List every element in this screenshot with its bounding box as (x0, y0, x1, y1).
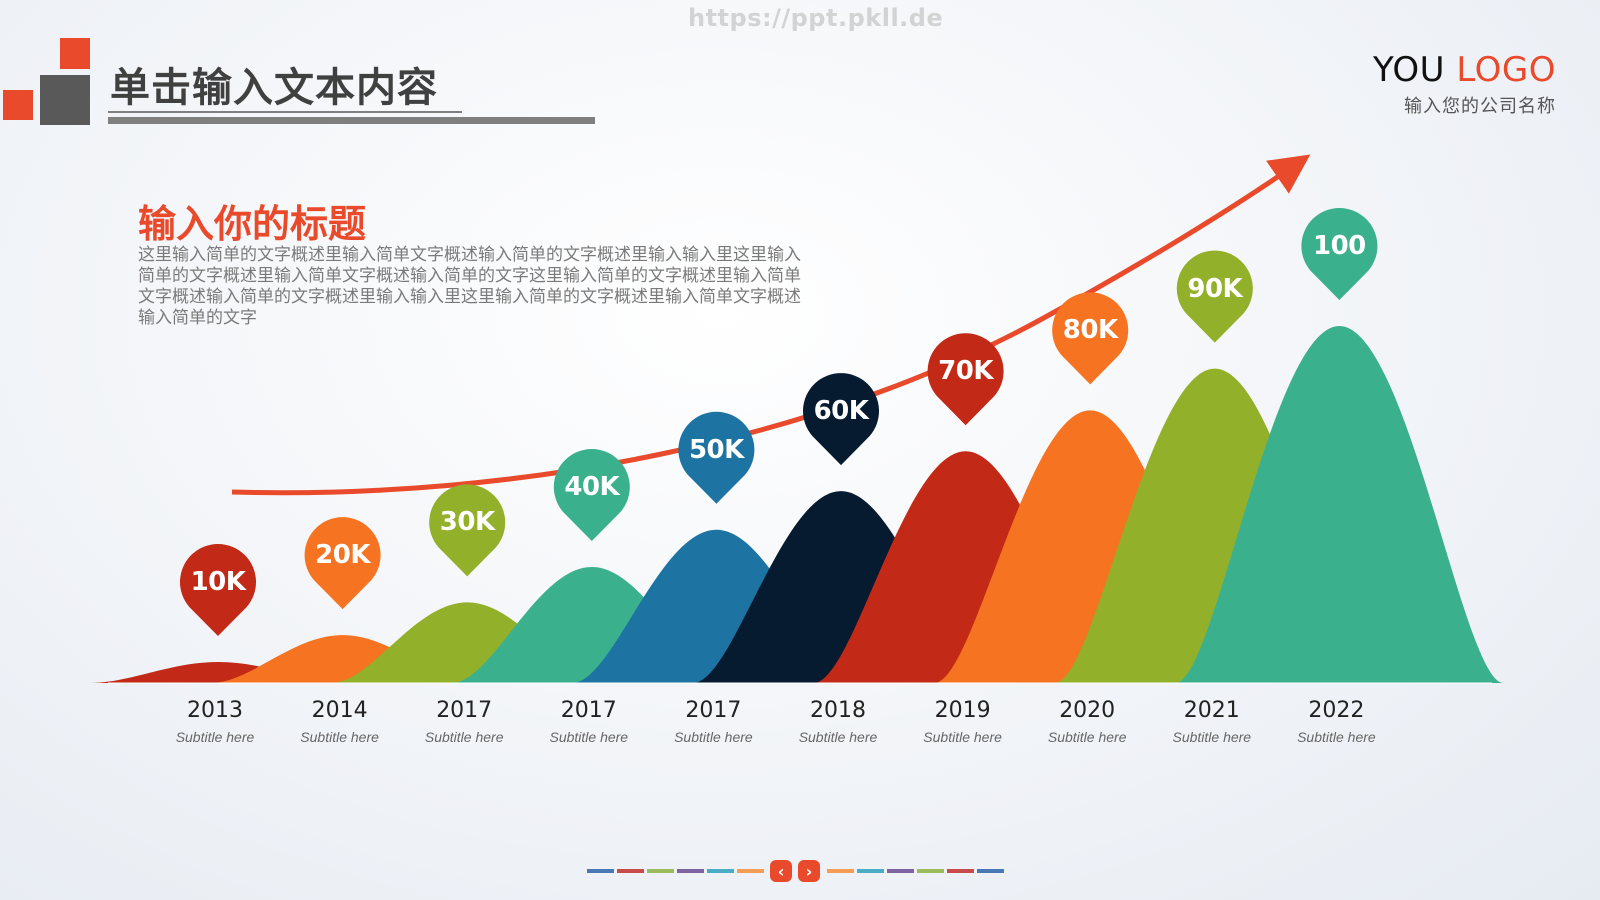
year-label: 2022 (1308, 698, 1365, 723)
pager-dash (947, 869, 974, 873)
subtitle-label: Subtitle here (798, 729, 878, 745)
pin-value-label: 60K (813, 396, 869, 427)
section-description: 这里输入简单的文字概述里输入简单文字概述输入简单的文字概述里输入输入里这里输入简… (138, 245, 801, 327)
slide-pager: ‹ › (587, 858, 1007, 884)
company-name: 输入您的公司名称 (1404, 96, 1556, 116)
logo-text: YOU LOGO (1373, 50, 1556, 90)
pin-value-label: 50K (688, 434, 744, 465)
logo-accent: LOGO (1456, 50, 1556, 90)
title-underline-thick (108, 117, 595, 124)
year-label: 2021 (1183, 698, 1240, 723)
year-label: 2020 (1059, 698, 1116, 723)
subtitle-label: Subtitle here (1047, 729, 1127, 745)
x-axis-label: 2017 Subtitle here (643, 698, 783, 745)
pager-dash (977, 869, 1004, 873)
x-axis-label: 2020 Subtitle here (1017, 698, 1157, 745)
pin-value-label: 80K (1062, 315, 1118, 346)
x-axis-label: 2022 Subtitle here (1266, 698, 1406, 745)
x-axis-label: 2014 Subtitle here (270, 698, 410, 745)
pin-value-label: 20K (315, 540, 371, 571)
subtitle-label: Subtitle here (1172, 729, 1252, 745)
pin-value-label: 40K (564, 472, 620, 503)
watermark-url: https://ppt.pkll.de (688, 4, 944, 32)
chart-value-pins (180, 208, 1378, 636)
pager-dashes-right (827, 869, 1007, 873)
pin-value-label: 10K (190, 567, 246, 597)
x-axis-label: 2018 Subtitle here (768, 698, 908, 745)
pin-value-label: 30K (439, 507, 495, 538)
year-label: 2014 (311, 698, 368, 723)
x-axis-label: 2017 Subtitle here (394, 698, 534, 745)
trend-arrow (231, 154, 1311, 496)
x-axis-label: 2021 Subtitle here (1142, 698, 1282, 745)
prev-slide-button[interactable]: ‹ (770, 860, 792, 882)
pager-dash (647, 869, 674, 873)
year-label: 2013 (187, 698, 243, 723)
peak-2022 (1175, 326, 1504, 683)
decor-square-red-left (3, 90, 33, 120)
section-title: 输入你的标题 (138, 202, 367, 246)
pager-dash (917, 869, 944, 873)
value-pin-icon (429, 484, 506, 577)
pager-dash (707, 869, 734, 873)
pin-value-label: 90K (1187, 273, 1243, 304)
pager-dash (887, 869, 914, 873)
company-logo: YOU LOGO 输入您的公司名称 (1373, 50, 1556, 118)
decor-square-red-top (60, 38, 90, 69)
subtitle-label: Subtitle here (300, 729, 379, 745)
value-pin-icon (1301, 208, 1378, 300)
title-underline-thin (108, 111, 462, 113)
value-pin-icon (803, 373, 880, 466)
pager-dash (587, 869, 614, 873)
subtitle-label: Subtitle here (175, 729, 255, 745)
year-label: 2017 (436, 698, 493, 723)
value-pin-icon (678, 411, 755, 504)
next-slide-button[interactable]: › (798, 860, 820, 882)
subtitle-label: Subtitle here (674, 729, 753, 745)
pager-dashes-left (587, 869, 767, 873)
x-axis-label: 2013 Subtitle here (145, 698, 285, 745)
x-axis-label: 2019 Subtitle here (893, 698, 1033, 745)
year-label: 2017 (685, 698, 742, 723)
pager-dash (737, 869, 764, 873)
value-pin-icon (553, 449, 630, 542)
x-axis-label: 2017 Subtitle here (519, 698, 659, 745)
subtitle-label: Subtitle here (549, 729, 629, 745)
value-pin-icon (180, 543, 256, 636)
subtitle-label: Subtitle here (1297, 729, 1376, 745)
year-label: 2019 (934, 698, 991, 723)
year-label: 2018 (810, 698, 866, 723)
pager-dash (677, 869, 704, 873)
subtitle-label: Subtitle here (424, 729, 504, 745)
subtitle-label: Subtitle here (923, 729, 1002, 745)
logo-prefix: YOU (1373, 50, 1446, 90)
value-pin-icon (927, 333, 1004, 426)
value-pin-icon (304, 517, 381, 610)
value-pin-icon (1052, 292, 1129, 385)
value-pin-icon (1176, 250, 1253, 343)
pin-value-label: 100 (1313, 231, 1366, 261)
decor-square-gray (40, 75, 90, 125)
pager-dash (857, 869, 884, 873)
chart-peaks (90, 326, 1504, 683)
year-label: 2017 (560, 698, 617, 723)
pager-dash (827, 869, 854, 873)
page-title: 单击输入文本内容 (110, 65, 438, 111)
pager-dash (617, 869, 644, 873)
pin-value-label: 70K (938, 356, 994, 387)
